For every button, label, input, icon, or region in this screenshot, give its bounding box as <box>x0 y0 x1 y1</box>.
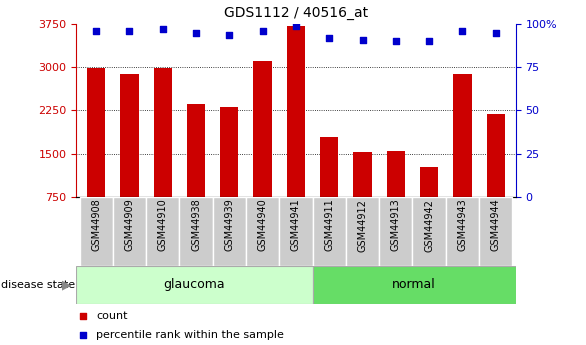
Point <box>391 39 400 44</box>
Bar <box>146 197 179 266</box>
Point <box>458 28 467 34</box>
Bar <box>320 137 338 197</box>
Point <box>491 30 500 36</box>
Text: GSM44908: GSM44908 <box>91 199 101 252</box>
Text: count: count <box>96 311 128 321</box>
Point <box>325 35 334 41</box>
Text: disease state: disease state <box>1 280 75 289</box>
Point <box>91 28 101 34</box>
Bar <box>254 61 272 197</box>
Text: GSM44910: GSM44910 <box>158 199 168 252</box>
Text: GSM44913: GSM44913 <box>391 199 401 252</box>
Text: GSM44942: GSM44942 <box>424 199 434 252</box>
Text: GSM44944: GSM44944 <box>490 199 500 252</box>
Text: GSM44940: GSM44940 <box>258 199 268 252</box>
Bar <box>486 114 505 197</box>
Bar <box>353 152 372 197</box>
Text: GSM44941: GSM44941 <box>291 199 301 252</box>
Text: percentile rank within the sample: percentile rank within the sample <box>96 330 284 339</box>
Text: GSM44909: GSM44909 <box>124 199 134 252</box>
Point <box>224 32 234 37</box>
Point <box>125 28 134 34</box>
Point <box>258 28 267 34</box>
Point <box>78 332 87 337</box>
Point <box>424 39 434 44</box>
Bar <box>280 197 312 266</box>
Bar <box>80 197 113 266</box>
Bar <box>220 107 239 197</box>
Bar <box>420 167 438 197</box>
Bar <box>479 197 512 266</box>
Bar <box>379 197 413 266</box>
Text: GSM44939: GSM44939 <box>224 199 234 252</box>
Bar <box>287 26 305 197</box>
Text: glaucoma: glaucoma <box>163 278 225 291</box>
Point <box>158 27 168 32</box>
Text: GSM44938: GSM44938 <box>191 199 201 252</box>
Bar <box>446 197 479 266</box>
Bar <box>453 73 472 197</box>
Point <box>192 30 201 36</box>
Bar <box>312 266 516 304</box>
Bar <box>179 197 213 266</box>
Point <box>78 313 87 318</box>
Bar <box>76 266 312 304</box>
Bar <box>213 197 246 266</box>
Bar <box>113 197 146 266</box>
Text: GSM44943: GSM44943 <box>458 199 468 252</box>
Point <box>358 37 367 42</box>
Title: GDS1112 / 40516_at: GDS1112 / 40516_at <box>224 6 368 20</box>
Bar <box>120 73 139 197</box>
Text: GSM44911: GSM44911 <box>324 199 334 252</box>
Text: normal: normal <box>392 278 436 291</box>
Bar <box>346 197 379 266</box>
Text: GSM44912: GSM44912 <box>357 199 367 252</box>
Bar <box>413 197 446 266</box>
Bar <box>312 197 346 266</box>
Point <box>291 23 301 29</box>
Text: ▶: ▶ <box>62 278 71 291</box>
Bar <box>246 197 280 266</box>
Bar <box>87 68 105 197</box>
Bar <box>154 68 172 197</box>
Bar <box>387 151 405 197</box>
Bar <box>187 104 205 197</box>
